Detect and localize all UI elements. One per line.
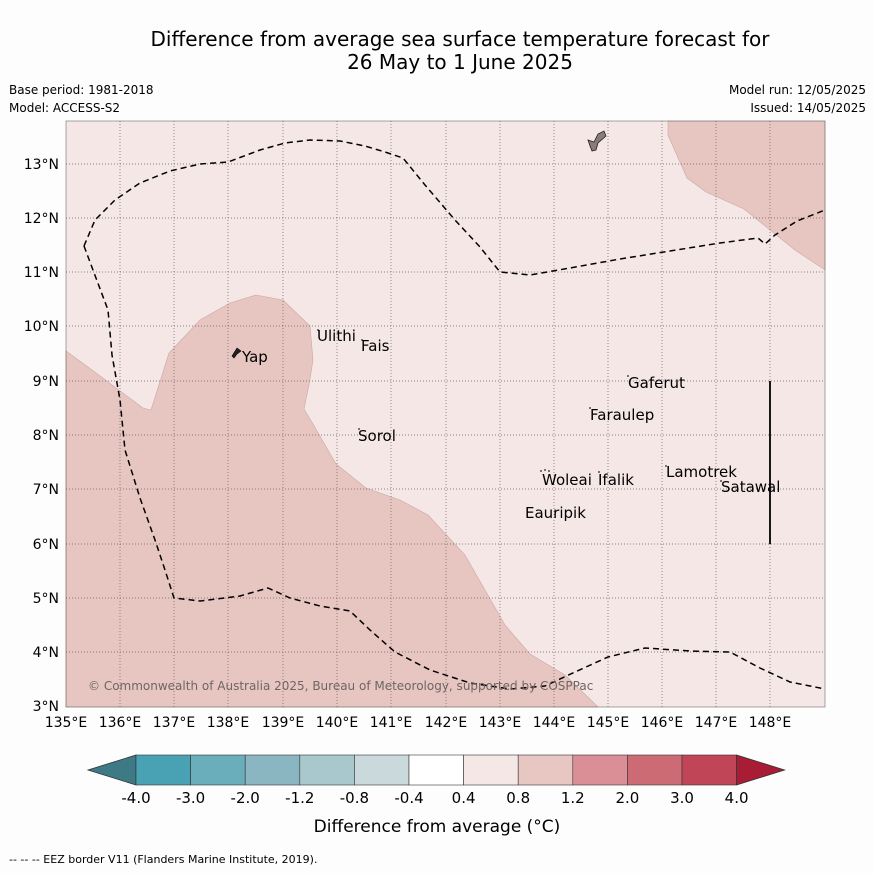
- colorbar-tick-label: 4.0: [725, 789, 749, 807]
- colorbar-extend-high: [736, 754, 786, 786]
- label-ifalik: Ifalik: [598, 471, 634, 489]
- colorbar-tick-label: -4.0: [121, 789, 150, 807]
- lat-tick-9: 9°N: [33, 374, 59, 390]
- lon-tick-147: 147°E: [695, 715, 738, 731]
- eez-legend-footer: -- -- -- EEZ border V11 (Flanders Marine…: [9, 853, 318, 866]
- lat-tick-8: 8°N: [33, 428, 59, 444]
- colorbar-tick-label: 0.8: [506, 789, 530, 807]
- lat-tick-11: 11°N: [24, 265, 59, 281]
- label-fais: Fais: [361, 337, 390, 355]
- colorbar-segment: [517, 754, 574, 786]
- eez-border: [83, 139, 826, 690]
- warm-region-west: [65, 294, 599, 708]
- colorbar-segment: [681, 754, 737, 786]
- model-name: Model: ACCESS-S2: [9, 101, 121, 115]
- map-frame: [65, 120, 826, 708]
- colorbar-segment: [354, 754, 410, 786]
- colorbar-segment: [135, 754, 191, 786]
- label-satawal: Satawal: [721, 478, 780, 496]
- colorbar-segment: [627, 754, 683, 786]
- colorbar-segment: [244, 754, 301, 786]
- lat-tick-12: 12°N: [24, 211, 59, 227]
- colorbar-segment: [299, 754, 355, 786]
- lon-tick-139: 139°E: [262, 715, 305, 731]
- lat-tick-7: 7°N: [33, 482, 59, 498]
- label-woleai: Woleai: [542, 471, 592, 489]
- copyright-text: © Commonwealth of Australia 2025, Bureau…: [88, 679, 593, 693]
- colorbar-tick-label: -3.0: [176, 789, 205, 807]
- colorbar-tick-label: 2.0: [615, 789, 639, 807]
- label-faraulep: Faraulep: [590, 406, 654, 424]
- colorbar-extend-low: [86, 754, 137, 786]
- lat-tick-3: 3°N: [33, 699, 59, 715]
- chart-title: Difference from average sea surface temp…: [90, 28, 830, 74]
- issued-date: Issued: 14/05/2025: [750, 101, 866, 115]
- colorbar-tick-label: -0.8: [340, 789, 369, 807]
- lat-tick-4: 4°N: [33, 645, 59, 661]
- lat-tick-5: 5°N: [33, 591, 59, 607]
- model-run: Model run: 12/05/2025: [728, 83, 866, 97]
- base-period: Base period: 1981-2018: [9, 83, 154, 97]
- lat-tick-10: 10°N: [24, 319, 59, 335]
- colorbar-tick-label: -0.4: [394, 789, 423, 807]
- lon-tick-137: 137°E: [153, 715, 196, 731]
- colorbar-tick-label: 1.2: [561, 789, 585, 807]
- lon-tick-135: 135°E: [45, 715, 88, 731]
- gridlines: [66, 121, 825, 707]
- label-ulithi: Ulithi: [317, 327, 356, 345]
- guam-land: [587, 130, 607, 152]
- colorbar-tick-label: -1.2: [285, 789, 314, 807]
- colorbar-segment: [572, 754, 628, 786]
- colorbar: [86, 754, 786, 786]
- lon-tick-148: 148°E: [749, 715, 792, 731]
- colorbar-tick-label: 0.4: [452, 789, 476, 807]
- colorbar-segment: [408, 754, 464, 786]
- lon-tick-142: 142°E: [425, 715, 468, 731]
- lon-tick-144: 144°E: [533, 715, 576, 731]
- label-eauripik: Eauripik: [525, 504, 586, 522]
- title-line-2: 26 May to 1 June 2025: [347, 50, 573, 74]
- lon-tick-141: 141°E: [370, 715, 413, 731]
- lat-tick-13: 13°N: [24, 157, 59, 173]
- colorbar-label: Difference from average (°C): [314, 817, 561, 837]
- label-yap: Yap: [241, 348, 268, 366]
- label-lamotrek: Lamotrek: [666, 463, 737, 481]
- lon-tick-143: 143°E: [479, 715, 522, 731]
- meta-right: Model run: 12/05/2025 Issued: 14/05/2025: [729, 81, 866, 117]
- lon-tick-146: 146°E: [641, 715, 684, 731]
- label-sorol: Sorol: [358, 427, 396, 445]
- lon-tick-138: 138°E: [207, 715, 250, 731]
- colorbar-ticks: -4.0 -3.0 -2.0 -1.2 -0.8 -0.4 0.4 0.8 1.2 2.0 3.0 4…: [121, 789, 748, 807]
- lat-tick-6: 6°N: [33, 537, 59, 553]
- colorbar-segment: [190, 754, 246, 786]
- title-line-1: Difference from average sea surface temp…: [150, 27, 770, 51]
- colorbar-tick-label: 3.0: [670, 789, 694, 807]
- yap-land: [231, 347, 242, 359]
- colorbar-tick-label: -2.0: [231, 789, 260, 807]
- lon-tick-140: 140°E: [316, 715, 359, 731]
- meta-left: Base period: 1981-2018 Model: ACCESS-S2: [9, 81, 154, 117]
- label-gaferut: Gaferut: [628, 374, 685, 392]
- lon-tick-145: 145°E: [587, 715, 630, 731]
- island-markers: [317, 329, 722, 482]
- lon-tick-136: 136°E: [99, 715, 142, 731]
- colorbar-segment: [463, 754, 519, 786]
